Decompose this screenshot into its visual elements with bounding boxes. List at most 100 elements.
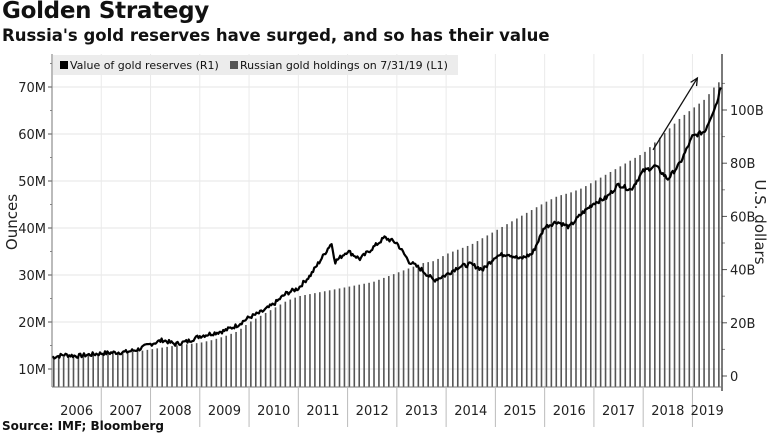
right-axis-label: U.S. dollars bbox=[751, 179, 769, 264]
bar bbox=[442, 256, 444, 387]
x-tick-label: 2012 bbox=[356, 404, 389, 419]
source-note: Source: IMF; Bloomberg bbox=[2, 419, 164, 433]
bar bbox=[319, 292, 321, 387]
bar bbox=[348, 286, 351, 387]
bar bbox=[624, 163, 627, 387]
right-tick-label: 20B bbox=[730, 317, 755, 332]
bar bbox=[407, 268, 410, 387]
bar bbox=[141, 350, 144, 387]
bar bbox=[491, 232, 494, 387]
bar bbox=[516, 218, 518, 387]
bar bbox=[614, 169, 617, 387]
bar bbox=[545, 201, 548, 387]
bar bbox=[264, 312, 267, 387]
bar bbox=[176, 345, 178, 387]
bar bbox=[402, 270, 405, 387]
bar bbox=[718, 82, 720, 388]
bar bbox=[437, 258, 439, 387]
bar bbox=[205, 341, 208, 387]
bar bbox=[259, 315, 262, 387]
x-tick-label: 2017 bbox=[602, 404, 635, 419]
bar bbox=[358, 284, 361, 387]
bar-series bbox=[52, 82, 720, 388]
bar bbox=[570, 192, 572, 387]
bar bbox=[634, 157, 636, 387]
bar bbox=[683, 114, 686, 387]
bar bbox=[575, 190, 577, 387]
bar bbox=[294, 297, 296, 387]
bar bbox=[166, 346, 168, 387]
bar bbox=[210, 340, 213, 387]
bar bbox=[673, 123, 676, 387]
bar bbox=[181, 344, 183, 387]
bar bbox=[250, 321, 252, 387]
bar bbox=[678, 118, 681, 388]
bar bbox=[417, 264, 420, 387]
annotation-arrow bbox=[652, 76, 699, 151]
bar bbox=[161, 347, 163, 387]
bar bbox=[136, 351, 139, 387]
bar bbox=[343, 287, 346, 387]
bar bbox=[609, 171, 612, 387]
bar bbox=[476, 241, 479, 387]
x-tick-label: 2013 bbox=[405, 404, 438, 419]
bar bbox=[304, 295, 306, 387]
bar bbox=[314, 293, 316, 387]
bar bbox=[82, 355, 85, 387]
bar bbox=[688, 111, 691, 388]
bar bbox=[323, 291, 326, 387]
bar bbox=[363, 283, 365, 387]
bar bbox=[654, 142, 656, 387]
bar bbox=[274, 307, 277, 387]
bar bbox=[269, 310, 272, 387]
bar bbox=[92, 354, 94, 387]
bar bbox=[151, 349, 154, 387]
bar bbox=[338, 288, 341, 387]
left-tick-label: 50M bbox=[18, 175, 46, 190]
bar bbox=[156, 348, 159, 387]
left-tick-label: 60M bbox=[18, 128, 46, 143]
bar bbox=[525, 212, 528, 387]
bar bbox=[373, 281, 375, 387]
bar bbox=[220, 337, 223, 387]
bar bbox=[87, 355, 90, 387]
legend-swatch-holdings bbox=[230, 61, 238, 69]
x-tick-label: 2010 bbox=[257, 404, 290, 419]
x-tick-label: 2009 bbox=[208, 404, 241, 419]
legend-label-value: Value of gold reserves (R1) bbox=[70, 59, 219, 72]
bar bbox=[368, 282, 370, 387]
bar bbox=[535, 207, 538, 387]
bar bbox=[112, 353, 114, 387]
bar bbox=[447, 253, 449, 387]
bar bbox=[146, 349, 149, 387]
bar bbox=[708, 94, 710, 388]
x-tick-label: 2008 bbox=[159, 404, 192, 419]
bar bbox=[506, 224, 508, 387]
bar bbox=[284, 301, 287, 387]
arrow-shaft bbox=[652, 77, 698, 151]
bar bbox=[693, 107, 696, 387]
bar bbox=[456, 249, 459, 387]
legend-swatch-value bbox=[60, 61, 68, 69]
bar bbox=[560, 195, 563, 387]
bar bbox=[452, 251, 454, 387]
right-tick-label: 80B bbox=[730, 157, 755, 172]
bar bbox=[511, 221, 513, 387]
bar bbox=[171, 346, 173, 387]
bar bbox=[397, 272, 400, 387]
bar bbox=[328, 290, 331, 387]
bar bbox=[186, 344, 188, 387]
bar bbox=[77, 355, 80, 387]
left-axis-label: Ounces bbox=[3, 194, 21, 250]
bar bbox=[481, 238, 484, 387]
x-tick-label: 2011 bbox=[306, 404, 339, 419]
bar bbox=[200, 342, 203, 387]
left-tick-label: 10M bbox=[18, 363, 46, 378]
bar bbox=[107, 353, 109, 387]
bar bbox=[62, 356, 65, 387]
bar bbox=[309, 294, 311, 387]
bar bbox=[658, 137, 661, 387]
bar bbox=[555, 196, 558, 387]
bar bbox=[412, 266, 415, 387]
bar bbox=[378, 279, 380, 387]
